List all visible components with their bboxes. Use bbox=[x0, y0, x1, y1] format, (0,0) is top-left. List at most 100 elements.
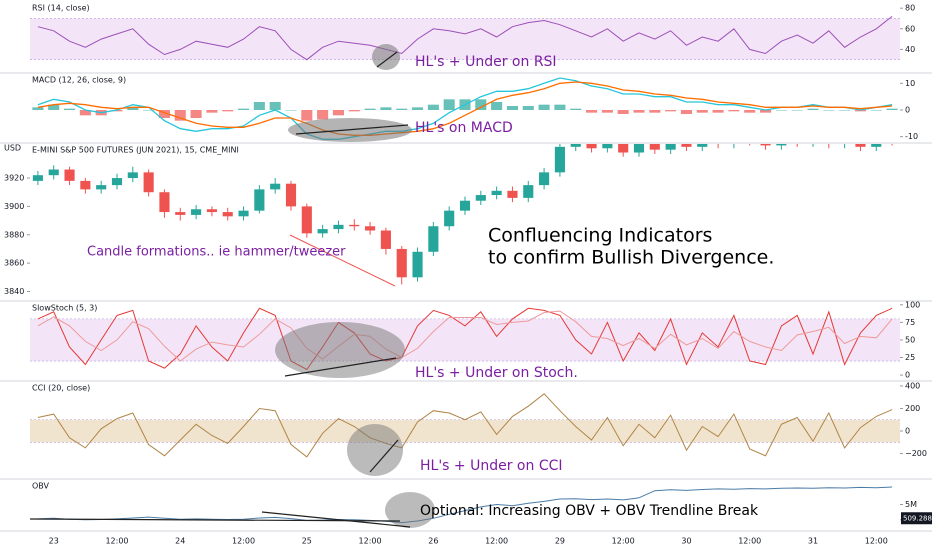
histogram-bar bbox=[854, 110, 866, 112]
y-tick-label: 60 bbox=[905, 24, 915, 33]
histogram-bar bbox=[79, 110, 91, 116]
histogram-bar bbox=[364, 108, 376, 110]
pane bbox=[30, 16, 900, 61]
candle-body bbox=[254, 189, 265, 211]
candle-body bbox=[64, 169, 75, 181]
series-line bbox=[37, 16, 893, 61]
candle-body bbox=[396, 248, 407, 278]
pane-title: SlowStoch (5, 3) bbox=[32, 304, 97, 313]
last-value-label: 509.288K bbox=[903, 514, 932, 522]
candle-body bbox=[570, 144, 581, 147]
candle-body bbox=[459, 200, 471, 211]
y-tick-label: 0 bbox=[905, 106, 910, 115]
x-tick-label: 26 bbox=[428, 537, 438, 546]
trend-line bbox=[295, 124, 409, 135]
candle-body bbox=[523, 185, 534, 198]
histogram-bar bbox=[222, 110, 234, 112]
histogram-bar bbox=[791, 110, 803, 111]
highlight bbox=[275, 322, 405, 378]
histogram-bar bbox=[396, 108, 408, 110]
candle-body bbox=[808, 135, 818, 142]
y-tick-label: 75 bbox=[905, 318, 915, 327]
candle-body bbox=[665, 144, 676, 150]
candle-body bbox=[175, 212, 186, 215]
histogram-bar bbox=[317, 110, 329, 120]
x-tick-label: 12:00 bbox=[738, 537, 761, 546]
candle-body bbox=[80, 180, 91, 190]
candle-body bbox=[444, 210, 455, 227]
candle-body bbox=[48, 169, 59, 176]
x-tick-label: 23 bbox=[49, 537, 59, 546]
trend-line bbox=[29, 518, 401, 522]
histogram-bar bbox=[111, 110, 123, 112]
annotation: Confluencing Indicators bbox=[488, 225, 712, 247]
candle-body bbox=[792, 137, 802, 143]
histogram-bar bbox=[127, 107, 139, 110]
annotation: HL's on MACD bbox=[415, 120, 513, 136]
histogram-bar bbox=[427, 104, 439, 110]
pane-title: CCI (20, close) bbox=[32, 384, 90, 393]
candle-body bbox=[554, 146, 565, 173]
annotation: HL's + Under on Stoch. bbox=[415, 365, 578, 381]
annotation: HL's + Under on CCI bbox=[420, 458, 563, 474]
x-tick-label: 12:00 bbox=[232, 537, 255, 546]
pane-title: RSI (14, close) bbox=[32, 4, 90, 13]
candle-body bbox=[491, 190, 502, 196]
histogram-bar bbox=[412, 107, 424, 110]
x-tick-label: 31 bbox=[808, 537, 818, 546]
candle-body bbox=[349, 224, 360, 227]
pane-title: MACD (12, 26, close, 9) bbox=[32, 76, 126, 85]
highlight bbox=[347, 424, 403, 476]
candle-body bbox=[855, 144, 866, 147]
trend-line bbox=[261, 511, 411, 528]
histogram-bar bbox=[554, 104, 566, 110]
y-tick-label: 40 bbox=[905, 45, 915, 54]
pane-title: E-MINI S&P 500 FUTURES (JUN 2021), 15, C… bbox=[32, 146, 239, 155]
band bbox=[30, 18, 900, 60]
candle-body bbox=[270, 183, 281, 190]
candle-body bbox=[871, 144, 882, 147]
x-tick-label: 12:00 bbox=[612, 537, 635, 546]
histogram-bar bbox=[760, 110, 772, 113]
histogram-bar bbox=[601, 110, 613, 113]
currency-label: USD bbox=[4, 144, 21, 153]
candle-body bbox=[365, 226, 376, 231]
histogram-bar bbox=[744, 110, 756, 113]
y-tick-label: 50 bbox=[905, 335, 915, 344]
candle-body bbox=[649, 144, 660, 150]
histogram-bar bbox=[285, 110, 297, 111]
histogram-bar bbox=[538, 104, 550, 110]
candle-body bbox=[143, 172, 154, 193]
series-line bbox=[37, 393, 893, 458]
y-tick-label: 400 bbox=[905, 381, 920, 390]
candle-body bbox=[602, 144, 613, 149]
trend-line bbox=[289, 234, 396, 287]
candle-body bbox=[32, 175, 43, 181]
histogram-bar bbox=[680, 110, 692, 114]
histogram-bar bbox=[665, 110, 677, 112]
trend-line bbox=[284, 357, 397, 377]
y-tick-label: 3840 bbox=[4, 287, 24, 296]
histogram-bar bbox=[506, 106, 518, 110]
candle-body bbox=[191, 209, 202, 215]
highlight bbox=[385, 492, 435, 528]
candle-body bbox=[507, 190, 518, 198]
histogram-bar bbox=[491, 102, 503, 110]
y-tick-label: 0 bbox=[905, 427, 910, 436]
histogram-bar bbox=[886, 108, 898, 110]
x-tick-label: 25 bbox=[302, 537, 312, 546]
annotation: HL's + Under on RSI bbox=[415, 54, 557, 70]
histogram-bar bbox=[32, 107, 44, 110]
pane bbox=[30, 307, 900, 371]
y-tick-label: -10 bbox=[905, 132, 918, 141]
candle-body bbox=[96, 185, 107, 190]
histogram-bar bbox=[332, 110, 344, 116]
pane-title: OBV bbox=[32, 482, 50, 491]
band bbox=[30, 419, 900, 443]
y-tick-label: 100 bbox=[905, 300, 920, 309]
candle-body bbox=[760, 144, 771, 146]
y-tick-label: 3920 bbox=[4, 174, 24, 183]
series-line bbox=[37, 77, 893, 140]
annotation: to confirm Bullish Divergence. bbox=[488, 247, 774, 269]
